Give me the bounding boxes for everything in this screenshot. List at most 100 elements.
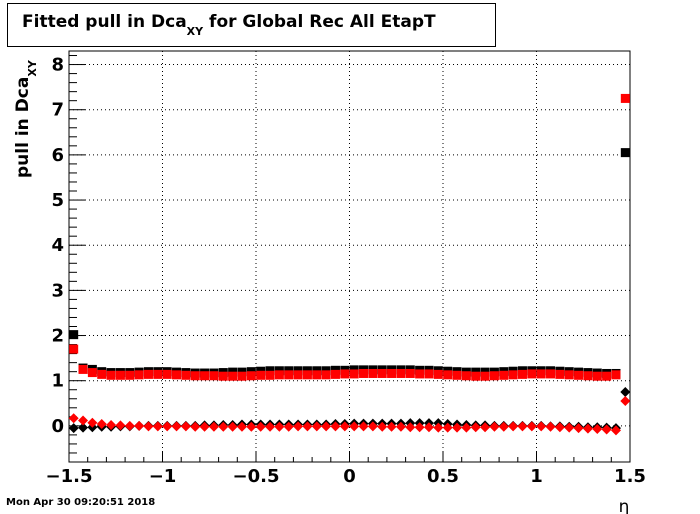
data-point-diamond	[349, 421, 360, 432]
axes	[68, 50, 631, 463]
data-point-square	[302, 370, 312, 380]
data-point-diamond	[573, 423, 584, 434]
data-point-diamond	[358, 421, 369, 432]
data-point-square	[340, 369, 350, 379]
grid	[69, 51, 630, 462]
data-point-square	[527, 369, 537, 379]
data-point-diamond	[414, 422, 425, 433]
data-point-square	[134, 370, 144, 380]
data-point-square	[209, 371, 219, 381]
data-point-diamond	[610, 425, 621, 436]
data-point-square	[115, 370, 125, 380]
data-point-diamond	[545, 421, 556, 432]
data-point-diamond	[311, 421, 322, 432]
data-point-diamond	[134, 420, 145, 431]
data-point-square	[312, 370, 322, 380]
data-point-diamond	[274, 421, 285, 432]
data-point-diamond	[536, 421, 547, 432]
data-point-diamond	[68, 413, 79, 424]
data-point-square	[190, 371, 200, 381]
data-point-square	[274, 370, 284, 380]
data-point-diamond	[620, 396, 631, 407]
data-point-square	[265, 370, 275, 380]
data-point-diamond	[423, 422, 434, 433]
data-point-square	[405, 368, 415, 378]
data-point-diamond	[433, 422, 444, 433]
y-tick-label: 3	[51, 280, 64, 301]
data-point-square	[583, 371, 593, 381]
data-point-diamond	[208, 421, 219, 432]
data-point-diamond	[480, 422, 491, 433]
data-point-diamond	[293, 421, 304, 432]
data-point-diamond	[190, 421, 201, 432]
data-point-square	[69, 330, 79, 340]
data-point-square	[69, 344, 79, 354]
data-point-diamond	[470, 422, 481, 433]
data-point-diamond	[582, 423, 593, 434]
data-point-diamond	[106, 419, 117, 430]
data-point-diamond	[461, 422, 472, 433]
data-point-diamond	[321, 421, 332, 432]
data-point-diamond	[508, 421, 519, 432]
y-tick-label: 2	[51, 326, 64, 347]
data-point-square	[471, 371, 481, 381]
y-tick-label: 1	[51, 371, 64, 392]
data-point-square	[489, 371, 499, 381]
data-point-square	[125, 370, 135, 380]
data-point-square	[181, 370, 191, 380]
y-tick-label: 7	[51, 100, 64, 121]
data-point-square	[78, 364, 88, 374]
data-point-square	[359, 368, 369, 378]
data-point-diamond	[489, 421, 500, 432]
data-point-diamond	[395, 421, 406, 432]
data-point-diamond	[78, 415, 89, 426]
y-axis-label: pull in DcaXY	[13, 59, 39, 178]
data-point-square	[246, 371, 256, 381]
y-tick-label: 5	[51, 190, 64, 211]
data-point-square	[433, 369, 443, 379]
data-point-diamond	[124, 420, 135, 431]
data-point-square	[97, 369, 107, 379]
title-main: Fitted pull in Dca	[22, 12, 187, 32]
data-point-diamond	[564, 422, 575, 433]
data-point-square	[228, 371, 238, 381]
x-tick-label: 0.5	[427, 466, 459, 487]
data-point-diamond	[236, 421, 247, 432]
data-point-diamond	[180, 421, 191, 432]
y-tick-label: 8	[51, 55, 64, 76]
data-point-square	[592, 371, 602, 381]
data-point-diamond	[246, 421, 257, 432]
data-point-square	[508, 370, 518, 380]
data-point-diamond	[367, 421, 378, 432]
data-point-diamond	[78, 422, 89, 433]
data-point-square	[321, 370, 331, 380]
data-point-square	[564, 370, 574, 380]
x-tick-label: 1	[530, 466, 543, 487]
data-point-square	[602, 371, 612, 381]
data-point-diamond	[339, 421, 350, 432]
data-point-diamond	[68, 423, 79, 434]
data-point-diamond	[377, 421, 388, 432]
data-point-diamond	[498, 421, 509, 432]
chart-title: Fitted pull in DcaXY for Global Rec All …	[7, 3, 496, 47]
plot-frame	[68, 50, 631, 463]
data-point-diamond	[386, 421, 397, 432]
data-point-square	[293, 370, 303, 380]
data-point-square	[256, 370, 266, 380]
x-tick-label: −1.5	[46, 466, 93, 487]
data-point-diamond	[526, 421, 537, 432]
data-point-diamond	[601, 424, 612, 435]
data-point-square	[330, 369, 340, 379]
data-point-square	[415, 369, 425, 379]
y-tick-label: 4	[51, 235, 64, 256]
data-point-square	[536, 369, 546, 379]
x-tick-label: 0	[343, 466, 356, 487]
data-point-diamond	[162, 421, 173, 432]
data-point-diamond	[302, 421, 313, 432]
timestamp: Mon Apr 30 09:20:51 2018	[6, 497, 156, 508]
data-point-diamond	[96, 419, 107, 430]
data-point-square	[265, 366, 275, 376]
data-point-diamond	[405, 422, 416, 433]
data-point-square	[153, 369, 163, 379]
